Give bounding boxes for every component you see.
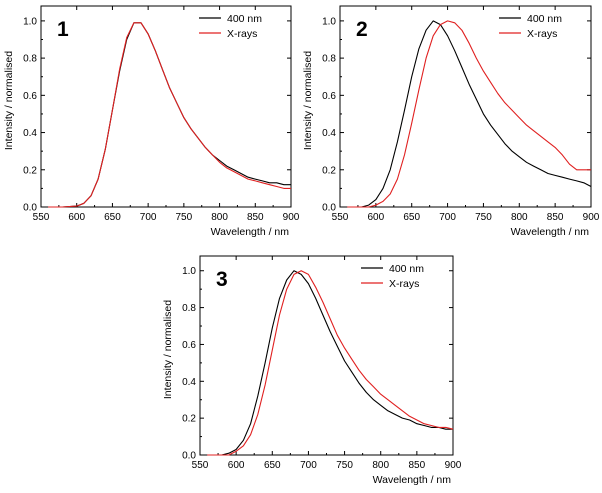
x-tick-label: 650 [264,460,281,471]
x-tick-label: 550 [33,212,50,223]
chart-panel-3: 550 600 650 700 750 800 850 900 0.0 0.2 0.4 0.6 0.8 1… [162,255,462,486]
y-tick-label: 0.6 [182,340,196,351]
x-tick-label: 900 [583,212,600,223]
legend-label: 400 nm [527,13,562,25]
chart-panel-2: 550 600 650 700 750 800 850 900 0.0 0.2 0.4 0.6 0.8 1… [302,5,600,238]
y-tick-label: 0.8 [322,54,336,65]
y-tick-label: 1.0 [182,266,196,277]
legend-label: X-rays [527,28,557,40]
series-line-excitation-400nm [347,20,592,208]
x-tick-label: 700 [300,460,317,471]
y-tick-label: 0.4 [182,377,196,388]
y-tick-label: 0.0 [23,203,37,214]
x-tick-label: 700 [140,212,157,223]
series-line-excitation-400nm [207,270,453,456]
y-axis-title: Intensity / normalised [162,300,174,399]
x-axis-title: Wavelength / nm [211,226,290,238]
x-tick-label: 900 [283,212,300,223]
x-tick-label: 850 [247,212,264,223]
x-tick-label: 850 [409,460,426,471]
y-tick-label: 0.4 [23,128,37,139]
x-axis-title: Wavelength / nm [511,226,590,238]
x-tick-label: 600 [68,212,85,223]
x-tick-label: 800 [211,212,228,223]
legend-label: X-rays [389,278,419,290]
x-tick-label: 750 [336,460,353,471]
y-tick-label: 1.0 [23,16,37,27]
series-line-excitation-400nm [48,22,291,208]
series-line-x-rays [207,270,454,456]
y-tick-label: 0.2 [322,165,336,176]
y-tick-label: 0.2 [23,165,37,176]
x-tick-label: 650 [403,212,420,223]
y-tick-label: 0.6 [322,91,336,102]
x-tick-label: 800 [511,212,528,223]
y-tick-label: 0.4 [322,128,336,139]
y-axis-title: Intensity / normalised [3,51,15,150]
x-tick-label: 900 [445,460,462,471]
x-tick-label: 600 [228,460,245,471]
x-tick-label: 600 [368,212,385,223]
series-line-x-rays [48,22,291,208]
panel-label: 2 [356,18,368,41]
x-tick-label: 750 [176,212,193,223]
y-tick-label: 0.6 [23,91,37,102]
x-tick-label: 750 [475,212,492,223]
y-tick-label: 0.8 [23,54,37,65]
legend-label: X-rays [227,28,257,40]
x-axis-title: Wavelength / nm [373,474,452,486]
legend-label: 400 nm [227,13,262,25]
chart-panel-1: 550 600 650 700 750 800 850 900 0.0 0.2 0.4 0.6 0.8 1… [3,5,300,238]
y-axis-title: Intensity / normalised [302,51,314,150]
x-tick-label: 650 [104,212,121,223]
y-tick-label: 1.0 [322,16,336,27]
x-tick-label: 800 [372,460,389,471]
legend-label: 400 nm [389,263,424,275]
y-tick-label: 0.0 [182,451,196,462]
panel-label: 3 [216,268,228,291]
series-line-x-rays [347,20,591,208]
y-tick-label: 0.0 [322,203,336,214]
y-tick-label: 0.8 [182,303,196,314]
y-tick-label: 0.2 [182,414,196,425]
x-tick-label: 550 [192,460,209,471]
x-tick-label: 850 [547,212,564,223]
x-tick-label: 700 [439,212,456,223]
panel-label: 1 [57,18,69,41]
x-tick-label: 550 [332,212,349,223]
